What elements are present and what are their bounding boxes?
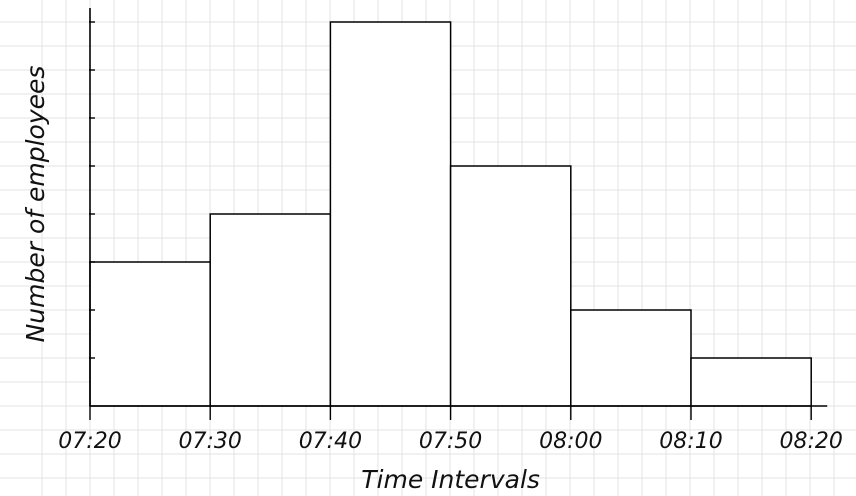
x-tick-label: 08:20 xyxy=(779,429,842,454)
histogram-bar xyxy=(329,21,452,407)
x-tick-label: 07:50 xyxy=(419,429,482,454)
histogram-bar xyxy=(690,357,812,407)
histogram-bar xyxy=(570,309,692,407)
x-tick-label: 07:30 xyxy=(178,429,241,454)
bars xyxy=(89,21,812,407)
x-tick-label: 08:10 xyxy=(659,429,722,454)
y-axis-title: Number of employees xyxy=(21,66,50,343)
x-tick-label: 07:40 xyxy=(299,429,362,454)
tick-labels: 07:20 07:30 07:40 07:50 08:00 08:10 08:20 xyxy=(58,429,843,454)
histogram-bar xyxy=(449,165,572,407)
x-axis-title: Time Intervals xyxy=(361,465,540,494)
ticks xyxy=(89,21,812,420)
axes xyxy=(89,8,828,407)
x-tick-label: 08:00 xyxy=(539,429,602,454)
histogram-bar xyxy=(209,213,332,407)
x-tick-label: 07:20 xyxy=(58,429,121,454)
histogram-bar xyxy=(89,261,211,407)
